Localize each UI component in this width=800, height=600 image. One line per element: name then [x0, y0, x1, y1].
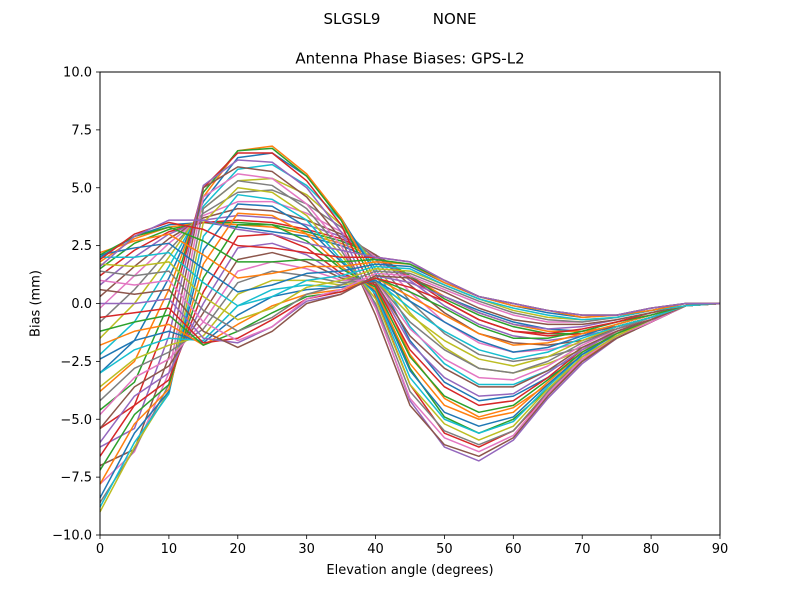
series-line-19	[99, 187, 721, 513]
series-line-16	[99, 166, 721, 467]
series-line-34	[99, 277, 721, 344]
y-tick-label: 5.0	[71, 181, 92, 196]
y-tick-label: −2.5	[60, 355, 92, 370]
x-tick-label: 30	[298, 542, 315, 557]
x-axis-label: Elevation angle (degrees)	[326, 563, 493, 578]
y-tick-label: 7.5	[71, 123, 92, 138]
y-axis-ticks: −10.0 −7.5 −5.0 −2.5 0.0 2.5 5.0 7.5 10.0	[52, 66, 100, 544]
series-line-36	[99, 274, 721, 349]
x-tick-label: 80	[643, 542, 660, 557]
x-tick-label: 20	[230, 542, 247, 557]
chart-title: Antenna Phase Biases: GPS-L2	[295, 50, 524, 68]
series-layer	[99, 145, 721, 513]
x-tick-label: 0	[96, 542, 104, 557]
y-tick-label: −10.0	[52, 529, 92, 544]
x-tick-label: 50	[436, 542, 453, 557]
x-tick-label: 70	[574, 542, 591, 557]
figure-suptitle: SLGSL9 NONE	[323, 10, 477, 28]
x-tick-label: 10	[161, 542, 178, 557]
x-tick-label: 40	[367, 542, 384, 557]
series-line-30	[99, 279, 721, 374]
series-line-28	[99, 270, 721, 402]
y-tick-label: 10.0	[63, 66, 92, 81]
series-line-23	[99, 224, 721, 471]
series-line-45	[99, 219, 720, 316]
series-line-40	[100, 251, 721, 321]
x-tick-label: 60	[505, 542, 522, 557]
y-axis-label: Bias (mm)	[29, 270, 44, 337]
y-tick-label: 0.0	[71, 297, 92, 312]
y-tick-label: 2.5	[71, 239, 92, 254]
y-tick-label: −5.0	[60, 413, 92, 428]
y-tick-label: −7.5	[60, 471, 92, 486]
x-axis-ticks: 0 10 20 30 40 50 60 70 80 90	[96, 535, 728, 557]
x-tick-label: 90	[712, 542, 729, 557]
series-line-26	[99, 251, 721, 429]
